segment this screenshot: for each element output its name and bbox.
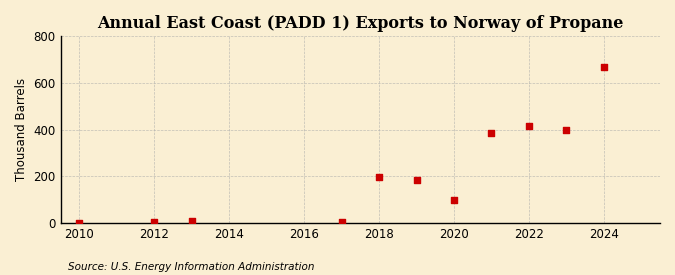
Point <box>149 220 160 225</box>
Point <box>74 221 85 225</box>
Point <box>561 127 572 132</box>
Point <box>186 218 197 223</box>
Point <box>524 124 535 128</box>
Y-axis label: Thousand Barrels: Thousand Barrels <box>15 78 28 181</box>
Point <box>374 175 385 179</box>
Point <box>486 131 497 135</box>
Point <box>449 197 460 202</box>
Point <box>599 64 610 69</box>
Point <box>336 219 347 224</box>
Title: Annual East Coast (PADD 1) Exports to Norway of Propane: Annual East Coast (PADD 1) Exports to No… <box>97 15 624 32</box>
Point <box>411 178 422 182</box>
Text: Source: U.S. Energy Information Administration: Source: U.S. Energy Information Administ… <box>68 262 314 272</box>
